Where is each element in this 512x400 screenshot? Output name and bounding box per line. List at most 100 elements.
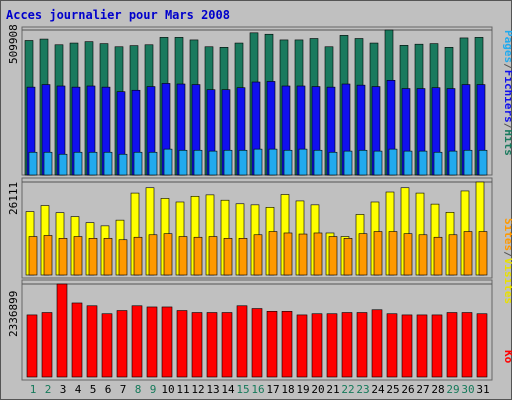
x-tick-label-day-5: 5 (90, 383, 97, 396)
bar-sites-day-9 (148, 234, 158, 276)
bar-sites-day-5 (88, 238, 98, 276)
bars-kilobytes (26, 283, 488, 378)
bar-ko-day-6 (101, 313, 113, 378)
legend-files: Fichiers (502, 70, 512, 123)
bar-sites-day-20 (313, 232, 323, 276)
legend-sep: / (502, 251, 512, 258)
bar-sites-day-2 (43, 235, 53, 276)
bar-sites-day-21 (328, 236, 338, 276)
x-axis-day-labels: 1 2 3 4 5 6 7 8 9 10 11 12 13 14 15 16 17 18 19 20 21 22 23 24 2… (30, 383, 490, 396)
bar-sites-day-4 (73, 236, 83, 276)
legend-sep: / (502, 63, 512, 70)
bar-pages-day-6 (103, 151, 113, 176)
x-tick-label-day-24: 24 (371, 383, 385, 396)
bar-ko-day-14 (221, 312, 233, 378)
bar-ko-day-2 (41, 312, 53, 378)
x-tick-label-day-8: 8 (135, 383, 142, 396)
bar-sites-day-3 (58, 238, 68, 276)
bar-pages-day-14 (223, 149, 233, 176)
bar-pages-day-20 (313, 149, 323, 176)
bar-pages-day-24 (373, 150, 383, 176)
side-legend-top: Pages/Fichiers/Hits (502, 30, 512, 156)
bar-ko-day-5 (86, 305, 98, 378)
panel-hits-files-pages: 509908 Pages/Fichiers/Hits (7, 24, 512, 176)
legend-visits: Visites (502, 258, 512, 304)
x-tick-label-day-10: 10 (161, 383, 174, 396)
bar-ko-day-3 (56, 283, 68, 378)
bar-ko-day-11 (176, 310, 188, 378)
x-tick-label-day-16: 16 (251, 383, 264, 396)
bar-pages-day-16 (253, 148, 263, 176)
bar-ko-day-1 (26, 314, 38, 378)
panel-kilobytes: 2336899 Ko (7, 279, 512, 381)
y-max-label: 26111 (7, 182, 20, 215)
bar-pages-day-17 (268, 148, 278, 176)
x-tick-label-day-17: 17 (266, 383, 279, 396)
bar-ko-day-7 (116, 310, 128, 378)
bar-pages-day-9 (148, 151, 158, 176)
bar-sites-day-10 (163, 233, 173, 276)
bar-pages-day-29 (448, 150, 458, 176)
bar-sites-day-29 (448, 234, 458, 276)
bar-pages-day-12 (193, 149, 203, 176)
x-tick-label-day-28: 28 (431, 383, 444, 396)
bar-pages-day-19 (298, 148, 308, 176)
x-tick-label-day-19: 19 (296, 383, 309, 396)
bar-sites-day-17 (268, 231, 278, 276)
bar-pages-day-15 (238, 149, 248, 176)
bar-sites-day-22 (343, 238, 353, 276)
bar-pages-day-18 (283, 149, 293, 176)
bar-pages-day-25 (388, 148, 398, 176)
bar-sites-day-13 (208, 236, 218, 276)
bar-ko-day-4 (71, 302, 83, 378)
bar-ko-day-15 (236, 305, 248, 378)
bar-ko-day-13 (206, 312, 218, 378)
bar-pages-day-22 (343, 150, 353, 176)
bar-ko-day-24 (371, 309, 383, 378)
bar-ko-day-18 (281, 311, 293, 378)
legend-ko: Ko (502, 350, 512, 364)
bar-sites-day-12 (193, 236, 203, 276)
bar-sites-day-24 (373, 231, 383, 276)
bar-sites-day-6 (103, 238, 113, 276)
bar-pages-day-28 (433, 151, 443, 176)
bar-ko-day-28 (431, 314, 443, 378)
bar-sites-day-14 (223, 238, 233, 276)
y-max-label: 2336899 (7, 291, 20, 337)
bar-ko-day-10 (161, 306, 173, 378)
side-legend-bot: Ko (502, 350, 512, 364)
bar-ko-day-9 (146, 306, 158, 378)
bar-sites-day-11 (178, 236, 188, 276)
bar-pages-day-4 (73, 151, 83, 176)
bar-pages-day-1 (28, 151, 38, 176)
bar-pages-day-7 (118, 153, 128, 176)
y-max-label: 509908 (7, 24, 20, 64)
bars-hits-files-pages (24, 29, 488, 176)
bar-sites-day-25 (388, 231, 398, 276)
bar-ko-day-21 (326, 313, 338, 378)
x-tick-label-day-18: 18 (281, 383, 294, 396)
bar-sites-day-26 (403, 233, 413, 276)
bar-ko-day-16 (251, 308, 263, 378)
legend-hits: Hits (502, 129, 512, 156)
bar-sites-day-8 (133, 236, 143, 276)
x-tick-label-day-4: 4 (75, 383, 82, 396)
x-tick-label-day-14: 14 (221, 383, 235, 396)
bar-ko-day-29 (446, 312, 458, 378)
x-tick-label-day-9: 9 (150, 383, 157, 396)
bar-pages-day-5 (88, 151, 98, 176)
bar-pages-day-27 (418, 150, 428, 176)
bar-ko-day-12 (191, 312, 203, 378)
bar-sites-day-15 (238, 238, 248, 276)
legend-pages: Pages (502, 30, 512, 63)
bar-sites-day-16 (253, 234, 263, 276)
x-tick-label-day-7: 7 (120, 383, 127, 396)
bar-ko-day-27 (416, 314, 428, 378)
x-tick-label-day-30: 30 (461, 383, 474, 396)
x-tick-label-day-12: 12 (191, 383, 204, 396)
bar-sites-day-19 (298, 233, 308, 276)
bar-ko-day-30 (461, 312, 473, 378)
chart-title: Acces journalier pour Mars 2008 (6, 8, 230, 22)
x-tick-label-day-15: 15 (236, 383, 249, 396)
